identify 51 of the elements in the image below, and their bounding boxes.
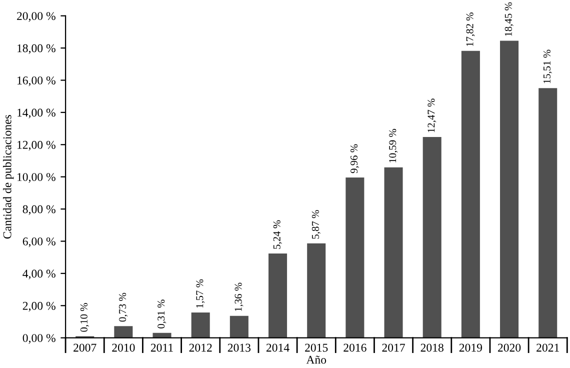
- y-tick-label: 16,00 %: [18, 76, 56, 86]
- data-label: 5,24 %: [273, 220, 282, 249]
- x-tick-label: 2017: [382, 344, 405, 352]
- y-tick-label: 4,00 %: [22, 270, 56, 280]
- bar: [152, 332, 172, 338]
- x-axis-title: Año: [306, 356, 326, 364]
- x-tick-label: 2018: [420, 344, 444, 352]
- x-tick-label: 2019: [459, 344, 482, 352]
- y-tick-label: 2,00 %: [22, 302, 56, 312]
- data-label: 0,31 %: [158, 300, 166, 328]
- y-tick-label: 8,00 %: [22, 205, 56, 215]
- bar: [346, 177, 364, 338]
- bar: [461, 50, 480, 338]
- data-label: 0,73 %: [119, 292, 128, 322]
- bar: [191, 312, 210, 338]
- y-tick-label: 14,00 %: [18, 108, 56, 118]
- bar: [538, 88, 558, 338]
- data-label: 9,96 %: [350, 144, 360, 174]
- x-tick-label: 2010: [112, 344, 135, 352]
- bar: [422, 137, 442, 338]
- y-tick-label: 18,00 %: [18, 44, 56, 54]
- data-label: 1,57 %: [196, 279, 205, 308]
- data-label: 0,10 %: [80, 303, 89, 332]
- data-label: 10,59 %: [389, 128, 398, 162]
- x-tick-label: 2013: [228, 344, 251, 352]
- data-label: 12,47 %: [428, 98, 436, 132]
- y-tick-label: 12,00 %: [18, 140, 56, 151]
- x-tick-label: 2016: [344, 344, 366, 352]
- y-tick-label: 0,00 %: [22, 334, 56, 344]
- y-tick-label: 20,00 %: [17, 12, 56, 22]
- data-label: 5,87 %: [312, 210, 320, 239]
- bar: [114, 326, 133, 338]
- x-tick-label: 2007: [74, 344, 96, 352]
- bar: [307, 243, 326, 338]
- y-tick-label: 10,00 %: [18, 173, 56, 183]
- data-label: 18,45 %: [504, 2, 514, 36]
- data-label: 15,51 %: [543, 50, 552, 84]
- bar: [268, 253, 288, 338]
- x-tick-label: 2014: [266, 344, 290, 352]
- x-tick-label: 2011: [150, 344, 173, 352]
- x-tick-label: 2020: [498, 344, 521, 352]
- bar: [500, 40, 519, 338]
- x-tick-label: 2015: [305, 344, 328, 352]
- y-axis-title: Cantidad de publicaciones: [2, 114, 14, 239]
- data-label: 1,36 %: [234, 282, 244, 311]
- bar: [230, 316, 248, 338]
- x-tick-label: 2012: [189, 344, 212, 352]
- data-label: 17,82 %: [466, 12, 475, 46]
- x-tick-label: 2021: [536, 344, 559, 352]
- y-tick-label: 6,00 %: [22, 237, 56, 248]
- bar: [384, 167, 403, 338]
